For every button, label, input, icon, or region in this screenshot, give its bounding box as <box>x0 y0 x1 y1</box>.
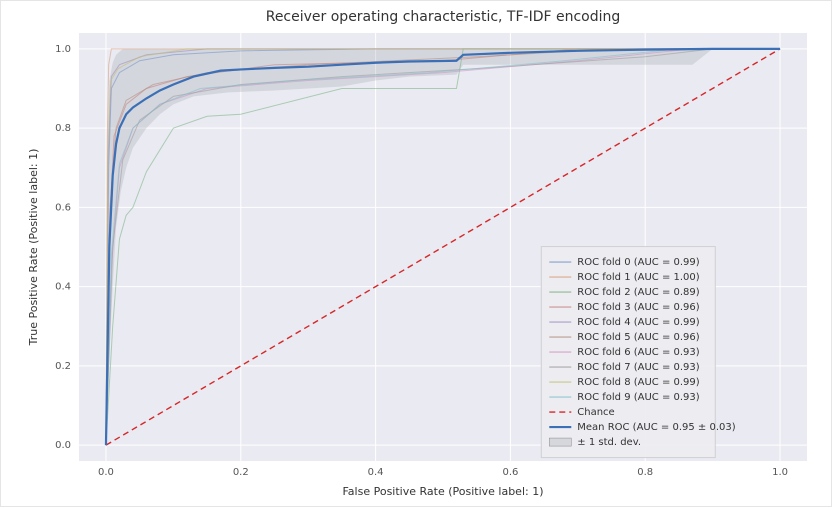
y-tick-label: 0.8 <box>55 123 71 134</box>
legend-label: ROC fold 0 (AUC = 0.99) <box>577 257 700 268</box>
roc-chart-svg: 0.0 0.2 0.4 0.6 0.8 1.0 0.0 0.2 0.4 0.6 0.8 1.0 Fals… <box>1 1 832 508</box>
legend-label: ROC fold 8 (AUC = 0.99) <box>577 377 700 388</box>
x-tick-label: 0.0 <box>98 467 114 478</box>
legend-label: ROC fold 3 (AUC = 0.96) <box>577 302 700 313</box>
y-tick-label: 0.4 <box>55 282 71 293</box>
legend-label: ROC fold 1 (AUC = 1.00) <box>577 272 700 283</box>
y-tick-label: 0.0 <box>55 440 71 451</box>
y-axis-label: True Positive Rate (Positive label: 1) <box>27 149 40 347</box>
chart-container: 0.0 0.2 0.4 0.6 0.8 1.0 0.0 0.2 0.4 0.6 0.8 1.0 Fals… <box>0 0 832 507</box>
legend-label: ROC fold 6 (AUC = 0.93) <box>577 347 700 358</box>
x-tick-label: 0.2 <box>233 467 249 478</box>
x-tick-label: 0.6 <box>502 467 518 478</box>
y-tick-label: 0.2 <box>55 361 71 372</box>
legend: ROC fold 0 (AUC = 0.99) ROC fold 1 (AUC =… <box>541 247 735 458</box>
legend-label: ROC fold 9 (AUC = 0.93) <box>577 392 700 403</box>
legend-label: ROC fold 7 (AUC = 0.93) <box>577 362 700 373</box>
legend-label: ROC fold 5 (AUC = 0.96) <box>577 332 700 343</box>
legend-label: Chance <box>577 407 614 418</box>
x-tick-label: 0.4 <box>368 467 384 478</box>
legend-label: Mean ROC (AUC = 0.95 ± 0.03) <box>577 422 735 433</box>
x-tick-label: 1.0 <box>772 467 788 478</box>
legend-swatch <box>549 438 571 446</box>
y-tick-label: 0.6 <box>55 202 71 213</box>
chart-title: Receiver operating characteristic, TF-ID… <box>266 9 621 25</box>
legend-label: ± 1 std. dev. <box>577 437 641 448</box>
y-tick-label: 1.0 <box>55 44 71 55</box>
x-tick-label: 0.8 <box>637 467 653 478</box>
x-axis-label: False Positive Rate (Positive label: 1) <box>342 485 543 498</box>
legend-label: ROC fold 4 (AUC = 0.99) <box>577 317 700 328</box>
legend-label: ROC fold 2 (AUC = 0.89) <box>577 287 700 298</box>
